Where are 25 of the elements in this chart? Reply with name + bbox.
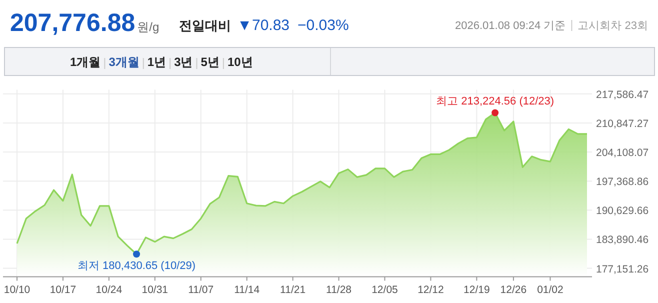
y-tick-label: 197,368.86 xyxy=(596,176,649,188)
y-tick-label: 217,586.47 xyxy=(596,88,649,101)
x-tick-label: 10/24 xyxy=(96,284,122,296)
y-tick-label: 210,847.27 xyxy=(596,118,649,130)
y-tick-label: 183,890.46 xyxy=(596,234,649,246)
x-tick-label: 11/14 xyxy=(234,284,260,296)
x-tick-label: 10/17 xyxy=(50,284,76,296)
x-tick-label: 11/28 xyxy=(326,284,352,296)
y-tick-label: 204,108.07 xyxy=(596,147,649,160)
x-tick-label: 11/07 xyxy=(188,284,214,296)
x-tick-label: 11/21 xyxy=(280,284,306,296)
x-tick-label: 01/02 xyxy=(537,284,564,296)
x-tick-label: 10/31 xyxy=(142,284,168,296)
y-tick-label: 190,629.66 xyxy=(596,205,649,218)
x-tick-label: 12/12 xyxy=(418,284,444,296)
y-tick-label: 177,151.26 xyxy=(596,263,649,276)
chart-title: 207,776.88 xyxy=(10,9,136,37)
annotation: 최저 180,430.65 (10/29) xyxy=(78,260,196,272)
x-tick-label: 12/05 xyxy=(372,284,398,296)
x-tick-label: 10/10 xyxy=(4,284,30,296)
x-tick-label: 12/19 xyxy=(464,284,490,296)
header: 207,776.88 원/g 전일대비 ▼70.83 −0.03% 2026.01.08 09:24 기준 고시회차 23회 xyxy=(10,9,648,37)
x-tick-label: 12/26 xyxy=(500,284,527,296)
annotation: 최고 213,224.56 (12/23) xyxy=(436,96,554,108)
tabs: 1개월 3개월 1년 3년 5년 10년 xyxy=(4,47,655,76)
